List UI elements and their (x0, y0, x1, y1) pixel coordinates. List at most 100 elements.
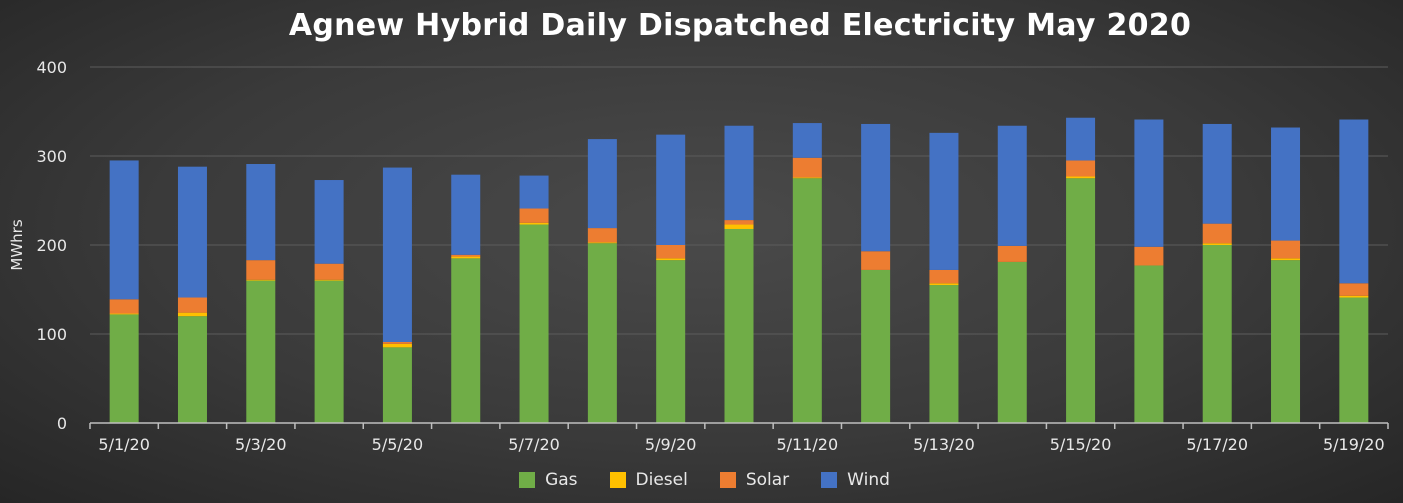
bar-diesel-15 (1066, 176, 1096, 179)
bar-gas-10 (724, 228, 754, 423)
bar-diesel-11 (792, 177, 822, 179)
bar-gas-7 (519, 224, 549, 423)
legend-swatch-gas (519, 472, 536, 488)
y-tick-label: 300 (36, 147, 67, 166)
bar-diesel-9 (656, 258, 686, 261)
bar-wind-7 (519, 175, 549, 209)
bar-solar-1 (109, 299, 139, 314)
y-axis-title: MWhrs (8, 219, 26, 270)
bar-gas-4 (314, 280, 344, 423)
x-tick-label: 5/15/20 (1050, 435, 1112, 454)
y-tick-label: 200 (36, 236, 67, 255)
bar-wind-11 (792, 123, 822, 158)
legend: Gas Diesel Solar Wind (0, 470, 1403, 490)
bar-gas-5 (382, 347, 412, 423)
legend-item-gas: Gas (513, 470, 578, 490)
bar-diesel-8 (587, 242, 617, 244)
bar-solar-14 (997, 245, 1027, 262)
chart-title: Agnew Hybrid Daily Dispatched Electricit… (288, 8, 1192, 43)
bar-gas-15 (1066, 178, 1096, 423)
bar-solar-11 (792, 157, 822, 178)
bar-gas-9 (656, 260, 686, 423)
bar-wind-10 (724, 125, 754, 221)
bar-gas-2 (177, 316, 207, 423)
bar-wind-9 (656, 134, 686, 245)
bar-solar-3 (246, 260, 276, 280)
bar-diesel-13 (929, 283, 959, 286)
bar-wind-13 (929, 132, 959, 270)
bar-solar-17 (1202, 223, 1232, 244)
bar-wind-19 (1339, 119, 1369, 284)
bar-gas-16 (1134, 265, 1164, 423)
x-tick-label: 5/5/20 (372, 435, 424, 454)
bar-diesel-17 (1202, 243, 1232, 245)
bar-gas-1 (109, 314, 139, 423)
bar-solar-2 (177, 297, 207, 313)
bar-solar-15 (1066, 160, 1096, 177)
legend-label: Gas (545, 470, 578, 490)
bar-gas-19 (1339, 297, 1369, 423)
x-tick-label: 5/17/20 (1186, 435, 1248, 454)
x-tick-label: 5/9/20 (645, 435, 697, 454)
bar-diesel-3 (246, 279, 276, 281)
bar-gas-3 (246, 280, 276, 423)
bar-wind-15 (1066, 117, 1096, 161)
bar-diesel-5 (382, 343, 412, 348)
bar-wind-5 (382, 167, 412, 343)
bar-gas-12 (861, 269, 891, 423)
bar-gas-11 (792, 178, 822, 423)
bar-solar-4 (314, 263, 344, 280)
bar-diesel-2 (177, 312, 207, 317)
legend-swatch-solar (719, 472, 736, 488)
bar-wind-14 (997, 125, 1027, 246)
bar-solar-7 (519, 208, 549, 223)
bar-solar-18 (1271, 240, 1301, 259)
bar-gas-17 (1202, 245, 1232, 423)
bar-gas-8 (587, 243, 617, 423)
bar-gas-18 (1271, 260, 1301, 423)
bar-solar-19 (1339, 283, 1369, 296)
bar-wind-1 (109, 160, 139, 300)
bar-solar-5 (382, 342, 412, 344)
legend-swatch-diesel (609, 472, 626, 488)
bar-diesel-6 (451, 256, 481, 259)
x-tick-label: 5/13/20 (913, 435, 975, 454)
bar-diesel-1 (109, 313, 139, 315)
bar-diesel-10 (724, 224, 754, 229)
bar-solar-16 (1134, 246, 1164, 266)
legend-label: Wind (847, 470, 890, 490)
bar-wind-3 (246, 164, 276, 261)
x-tick-label: 5/19/20 (1323, 435, 1385, 454)
bar-solar-13 (929, 269, 959, 284)
bar-diesel-19 (1339, 295, 1369, 298)
x-tick-label: 5/11/20 (776, 435, 838, 454)
bar-solar-12 (861, 251, 891, 270)
legend-label: Solar (745, 470, 790, 490)
legend-item-diesel: Diesel (604, 470, 688, 490)
x-tick-label: 5/3/20 (235, 435, 287, 454)
legend-item-wind: Wind (815, 470, 890, 490)
bar-diesel-18 (1271, 258, 1301, 261)
legend-item-solar: Solar (714, 470, 789, 490)
x-tick-label: 5/7/20 (508, 435, 560, 454)
bar-wind-16 (1134, 119, 1164, 247)
bar-solar-10 (724, 220, 754, 225)
bar-gas-13 (929, 285, 959, 423)
y-tick-label: 100 (36, 325, 67, 344)
bar-wind-18 (1271, 127, 1301, 241)
bar-wind-8 (587, 139, 617, 229)
bar-wind-12 (861, 123, 891, 252)
bar-wind-17 (1202, 123, 1232, 224)
bar-diesel-7 (519, 222, 549, 225)
bar-solar-8 (587, 228, 617, 243)
y-tick-label: 400 (36, 58, 67, 77)
x-tick-label: 5/1/20 (98, 435, 150, 454)
bar-diesel-4 (314, 279, 344, 281)
bar-wind-2 (177, 166, 207, 298)
bar-solar-6 (451, 254, 481, 257)
bar-wind-4 (314, 180, 344, 264)
bar-gas-14 (997, 261, 1027, 423)
bar-solar-9 (656, 245, 686, 259)
